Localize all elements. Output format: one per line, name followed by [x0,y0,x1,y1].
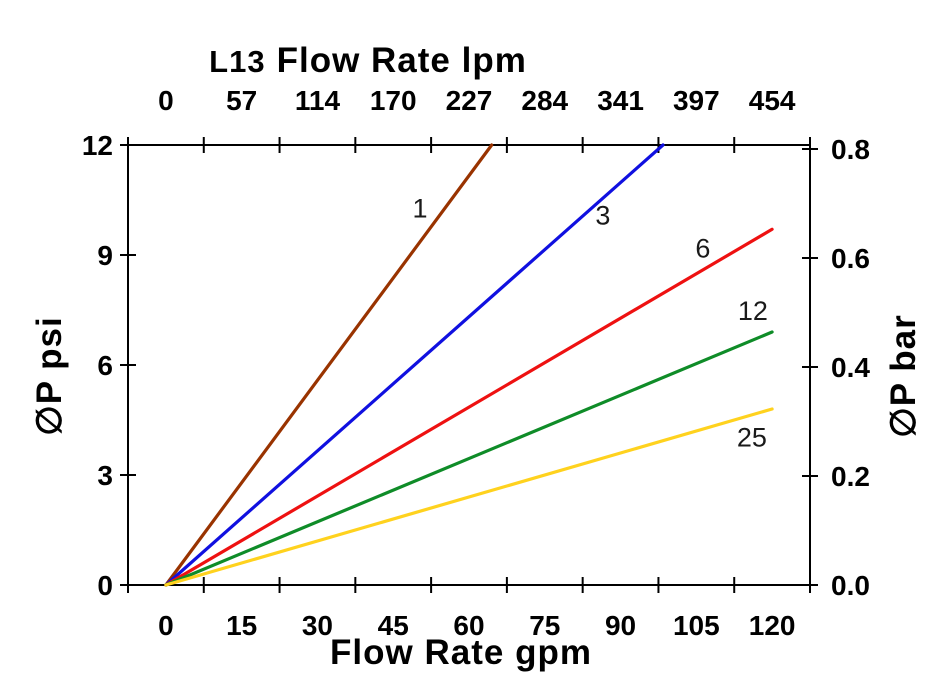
series-line-1 [164,143,494,587]
right-axis-tick-label: 0.0 [831,570,870,601]
left-axis-tick-label: 3 [97,460,113,491]
series-line-12 [164,330,774,587]
series-label-25: 25 [737,423,767,453]
right-axis-tick-label: 0.6 [831,243,870,274]
bottom-axis-tick-label: 30 [302,610,333,641]
top-axis-tick-label: 397 [673,85,720,116]
top-axis-tick-label: 341 [597,85,644,116]
chart-title-prefix: L13 [209,44,266,79]
series-line-25 [164,407,774,587]
plot-frame [127,144,811,586]
right-axis-tick-label: 0.2 [831,461,870,492]
top-axis-tick-label: 454 [749,85,796,116]
series-label-1: 1 [412,193,427,223]
bottom-axis-tick-label: 0 [158,610,174,641]
bottom-axis-tick-label: 105 [673,610,720,641]
left-axis-tick-label: 9 [97,240,113,271]
chart-title-main: Flow Rate lpm [276,41,527,80]
top-axis-tick-label: 170 [370,85,417,116]
bottom-axis-tick-label: 120 [749,610,796,641]
top-axis-tick-label: 284 [521,85,568,116]
bottom-axis-tick-label: 90 [605,610,636,641]
series-line-3 [164,143,665,587]
top-axis-tick-label: 57 [226,85,257,116]
top-axis-tick-label: 227 [446,85,493,116]
series-label-3: 3 [595,201,610,231]
right-axis-tick-label: 0.4 [831,352,870,383]
top-axis-tick-label: 0 [158,85,174,116]
y-axis-title-right: ∅P bar [884,314,923,438]
series-label-6: 6 [695,234,710,264]
x-axis-title-bottom: Flow Rate gpm [330,633,592,672]
bottom-axis-tick-label: 75 [529,610,560,641]
bottom-axis-tick-label: 60 [453,610,484,641]
series-label-12: 12 [738,296,768,326]
left-axis-tick-label: 6 [97,350,113,381]
series-line-6 [164,227,774,587]
bottom-axis-tick-label: 15 [226,610,257,641]
y-axis-title-left: ∅P psi [30,316,69,436]
chart-title: L13 Flow Rate lpm [209,41,527,81]
left-axis-tick-label: 0 [97,570,113,601]
right-axis-tick-label: 0.8 [831,134,870,165]
left-axis-tick-label: 12 [82,130,113,161]
top-axis-tick-label: 114 [295,85,341,116]
bottom-axis-tick-label: 45 [378,610,409,641]
